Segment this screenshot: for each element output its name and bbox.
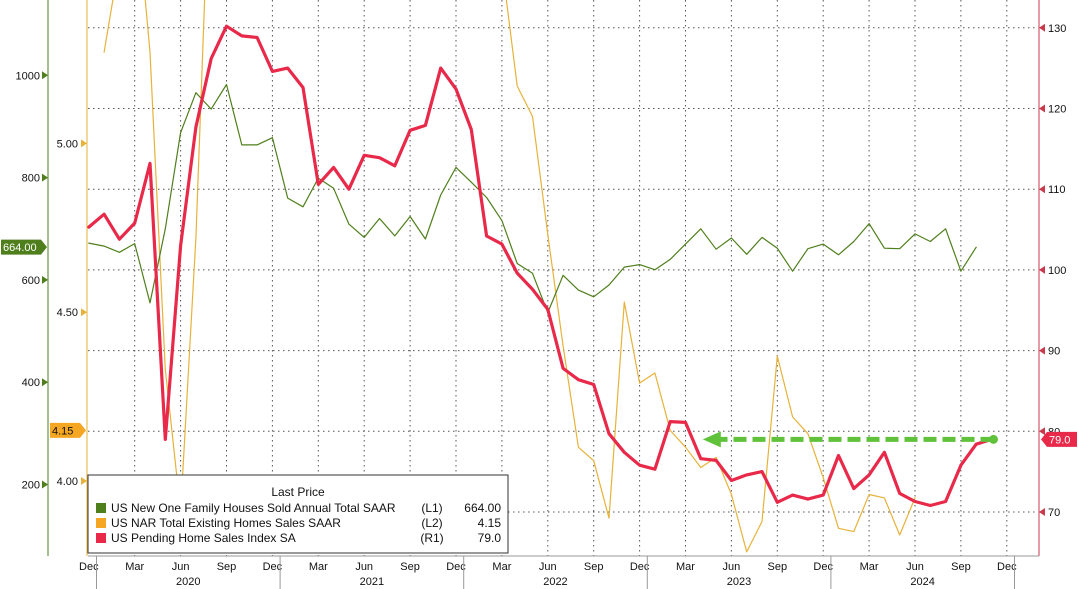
l2-tick-label: 4.00 <box>57 476 78 488</box>
l1-tick-marker <box>42 480 48 489</box>
l1-tick-marker <box>42 275 48 284</box>
l1-tick-label: 1000 <box>16 70 40 82</box>
x-tick-label: Jun <box>355 561 373 573</box>
legend-entry-last: 664.00 <box>464 501 501 515</box>
l1-tick-label: 200 <box>22 480 40 492</box>
series-line-pending-home-sales <box>87 24 994 508</box>
left-axis-l1: 1000 800 600 400 200 <box>16 70 48 492</box>
x-tick-label: Dec <box>79 561 99 573</box>
arrow-start-dot <box>989 434 998 444</box>
x-tick-label: Mar <box>676 561 695 573</box>
badge-r1-bg <box>1041 431 1077 447</box>
x-tick-label: Mar <box>309 561 328 573</box>
x-tick-label: Jun <box>539 561 557 573</box>
x-tick-label: Mar <box>125 561 144 573</box>
legend-title: Last Price <box>271 485 325 499</box>
r1-tick-label: 130 <box>1048 23 1066 35</box>
l1-tick-label: 600 <box>22 275 40 287</box>
x-tick-label: Mar <box>492 561 511 573</box>
badge-l1-label: 664.00 <box>3 242 37 254</box>
legend-entry-label: US NAR Total Existing Homes Sales SAAR <box>111 516 341 530</box>
badge-l2-bg <box>50 422 86 438</box>
badge-l1-bg <box>1 239 47 255</box>
legend-swatch <box>96 533 106 543</box>
series-lines <box>87 0 994 553</box>
x-axis: Dec Mar Jun Sep Dec Mar Jun Sep Dec Mar Jun Sep Dec M… <box>79 556 1017 589</box>
l2-tick-marker <box>81 308 87 317</box>
legend-entry-axis: (R1) <box>420 531 443 545</box>
x-tick-label: Sep <box>768 561 788 573</box>
r1-tick-marker <box>1039 104 1045 113</box>
x-year-label: 2020 <box>176 576 200 588</box>
x-tick-label: Mar <box>860 561 879 573</box>
legend-swatch <box>96 518 106 528</box>
legend-entry-last: 79.0 <box>478 531 502 545</box>
l2-tick-label: 4.50 <box>57 307 78 319</box>
x-year-label: 2022 <box>543 576 567 588</box>
r1-tick-marker <box>1039 508 1045 516</box>
last-value-badges: 664.00 4.15 79.0 <box>1 239 1077 447</box>
x-tick-label: Jun <box>906 561 924 573</box>
r1-tick-marker <box>1039 23 1045 32</box>
l2-tick-marker <box>81 477 87 485</box>
gridlines <box>88 0 1036 556</box>
x-year-label: 2021 <box>360 576 384 588</box>
arrow-head <box>702 431 721 448</box>
r1-tick-label: 100 <box>1048 265 1066 277</box>
legend-swatch <box>96 503 106 513</box>
x-tick-label: Dec <box>263 561 283 573</box>
x-tick-label: Sep <box>400 561 420 573</box>
x-tick-label: Dec <box>446 561 466 573</box>
legend-box <box>87 474 509 554</box>
l1-tick-marker <box>42 71 48 80</box>
l1-tick-label: 800 <box>22 173 40 185</box>
series-line-new-home-sales <box>88 83 977 314</box>
annotation-arrow <box>702 431 998 448</box>
x-tick-label: Dec <box>630 561 650 573</box>
legend-entry-axis: (L1) <box>421 501 442 515</box>
legend: Last Price US New One Family Houses Sold … <box>87 474 509 554</box>
legend-entry-label: US Pending Home Sales Index SA <box>111 531 296 545</box>
r1-tick-label: 90 <box>1048 346 1060 358</box>
l2-tick-label: 5.00 <box>57 138 78 150</box>
x-tick-label: Sep <box>584 561 604 573</box>
l1-tick-label: 400 <box>22 377 40 389</box>
badge-r1-label: 79.0 <box>1049 434 1070 446</box>
r1-tick-marker <box>1039 185 1045 194</box>
x-tick-label: Dec <box>813 561 833 573</box>
r1-tick-marker <box>1039 346 1045 355</box>
legend-entry-last: 4.15 <box>478 516 502 530</box>
x-tick-label: Sep <box>951 561 971 573</box>
l1-tick-marker <box>42 378 48 387</box>
x-year-label: 2023 <box>727 576 751 588</box>
x-tick-label: Jun <box>723 561 741 573</box>
x-tick-label: Jun <box>172 561 190 573</box>
axes <box>47 0 1040 557</box>
r1-tick-marker <box>1039 427 1045 436</box>
x-year-label: 2024 <box>910 576 934 588</box>
r1-tick-label: 110 <box>1048 184 1066 196</box>
legend-entry-label: US New One Family Houses Sold Annual Tot… <box>111 501 396 515</box>
series-line-existing-home-sales <box>103 0 916 553</box>
l1-tick-marker <box>42 173 48 182</box>
r1-tick-marker <box>1039 265 1045 274</box>
l2-tick-marker <box>81 139 87 148</box>
left-axis-l2: 6.506.005.505.004.504.00 <box>57 138 87 488</box>
badge-l2-label: 4.15 <box>52 425 73 437</box>
legend-entry-axis: (L2) <box>421 516 442 530</box>
x-tick-label: Sep <box>217 561 237 573</box>
r1-tick-label: 120 <box>1048 104 1066 116</box>
x-tick-label: Dec <box>997 561 1017 573</box>
r1-tick-label: 70 <box>1048 507 1060 519</box>
